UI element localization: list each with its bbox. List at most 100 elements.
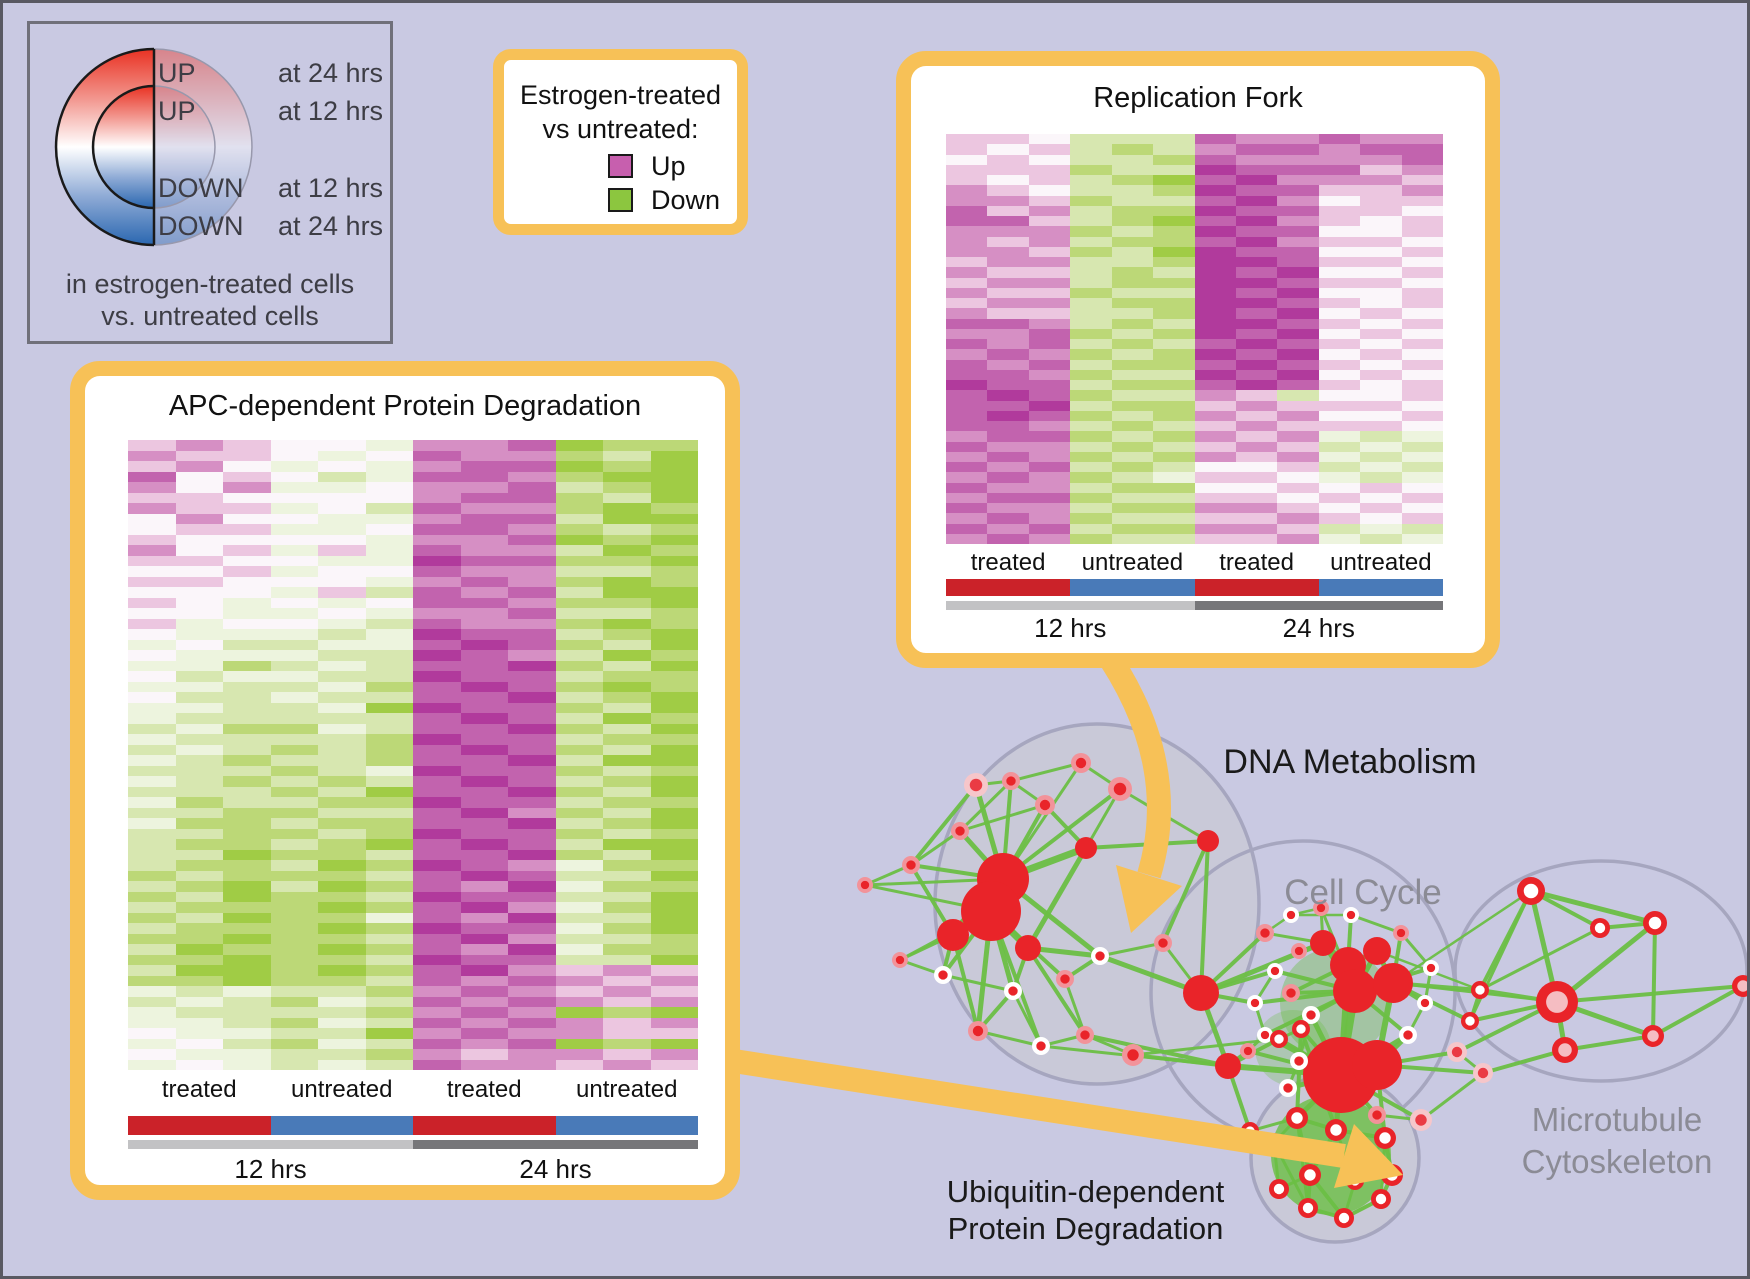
heatmap-cell [1235, 205, 1278, 216]
heatmap-cell [128, 860, 176, 871]
heatmap-cell [555, 944, 603, 955]
network-node-core [1260, 928, 1270, 938]
heatmap-cell [1028, 369, 1071, 380]
heatmap-cell [175, 881, 223, 892]
heatmap-cell [987, 298, 1029, 309]
updown-title-line2: vs untreated: [542, 114, 699, 144]
heatmap-cell [413, 933, 461, 944]
heatmap-cell [1235, 503, 1278, 514]
heatmap-cell [365, 681, 413, 692]
heatmap-cell [1070, 144, 1112, 155]
heatmap-cell [128, 608, 176, 619]
heatmap-cell [365, 891, 413, 902]
heatmap-cell [508, 482, 556, 493]
heatmap-cell [365, 786, 413, 797]
heatmap-cell [175, 975, 223, 986]
heatmap-cell [460, 1017, 508, 1028]
network-node-core [1396, 928, 1406, 938]
heatmap-cell [460, 860, 508, 871]
heatmap-cell [603, 534, 651, 545]
heatmap-cell [1111, 523, 1154, 534]
heatmap-cell [365, 503, 413, 514]
heatmap-cell [508, 1059, 556, 1070]
heatmap-cell [365, 755, 413, 766]
heatmap-cell [508, 639, 556, 650]
heatmap-cell [413, 755, 461, 766]
heatmap-cell [365, 713, 413, 724]
heatmap-cell [460, 545, 508, 556]
heatmap-cell [555, 870, 603, 881]
heatmap-cell [413, 965, 461, 976]
heatmap-cell [1194, 195, 1236, 206]
heatmap-cell [270, 891, 318, 902]
time-label-24hrs: 24 hrs [519, 1154, 592, 1184]
network-node-core [1294, 946, 1304, 956]
heatmap-cell [175, 944, 223, 955]
heatmap-cell [1235, 226, 1278, 237]
heatmap-cell [508, 891, 556, 902]
heatmap-cell [175, 618, 223, 629]
heatmap-cell [1070, 533, 1112, 544]
network-svg [719, 638, 1747, 1244]
heatmap-cell [987, 441, 1029, 452]
heatmap-cell [223, 461, 271, 472]
heatmap-cell [987, 277, 1029, 288]
heatmap-cell [1153, 144, 1195, 155]
heatmap-cell [650, 881, 698, 892]
heatmap-cell [603, 744, 651, 755]
treated-bar [128, 1116, 271, 1135]
heatmap-cell [603, 1049, 651, 1060]
heatmap-cell [128, 597, 176, 608]
heatmap-cell [413, 639, 461, 650]
heatmap-cell [128, 933, 176, 944]
heatmap-cell [508, 828, 556, 839]
heatmap-cell [1318, 359, 1361, 370]
heatmap-cell [1360, 308, 1402, 319]
heatmap-cell [508, 650, 556, 661]
heatmap-cell [650, 765, 698, 776]
heatmap-cell [1318, 533, 1361, 544]
heatmap-cell [413, 503, 461, 514]
heatmap-cell [987, 236, 1029, 247]
heatmap-cell [1235, 267, 1278, 278]
heatmap-cell [1111, 451, 1154, 462]
heatmap-cell [650, 471, 698, 482]
heatmap-cell [318, 870, 366, 881]
heatmap-cell [413, 944, 461, 955]
heatmap-cell [508, 545, 556, 556]
heatmap-cell [1360, 503, 1402, 514]
heatmap-cell [365, 555, 413, 566]
heatmap-cell [175, 671, 223, 682]
heatmap-cell [508, 818, 556, 829]
heatmap-cell [1153, 523, 1195, 534]
network-node [1352, 1040, 1402, 1090]
network-node-core [1316, 903, 1326, 913]
heatmap-cell [1194, 277, 1236, 288]
heatmap-cell [946, 339, 988, 350]
heatmap-cell [365, 996, 413, 1007]
heatmap-cell [223, 471, 271, 482]
heatmap-cell [318, 681, 366, 692]
heatmap-cell [1360, 236, 1402, 247]
heatmap-cell [1401, 164, 1443, 175]
heatmap-cell [1318, 349, 1361, 360]
heatmap-cell [1028, 175, 1071, 186]
microtubule-cytoskeleton-cluster [1453, 859, 1747, 1083]
heatmap-cell [175, 608, 223, 619]
heatmap-cell [1111, 503, 1154, 514]
heatmap-cell [987, 205, 1029, 216]
heatmap-cell [1401, 349, 1443, 360]
heatmap-cell [175, 786, 223, 797]
heatmap-cell [1318, 523, 1361, 534]
heatmap-cell [603, 629, 651, 640]
heatmap-cell [413, 576, 461, 587]
heatmap-cell [555, 912, 603, 923]
heatmap-cell [175, 755, 223, 766]
heatmap-cell [946, 134, 988, 145]
cell-cycle-label-text: Cell Cycle [1284, 873, 1442, 912]
heatmap-cell [413, 923, 461, 934]
heatmap-cell [413, 765, 461, 776]
heatmap-cell [365, 807, 413, 818]
heatmap-cell [413, 492, 461, 503]
heatmap-cell [1318, 482, 1361, 493]
